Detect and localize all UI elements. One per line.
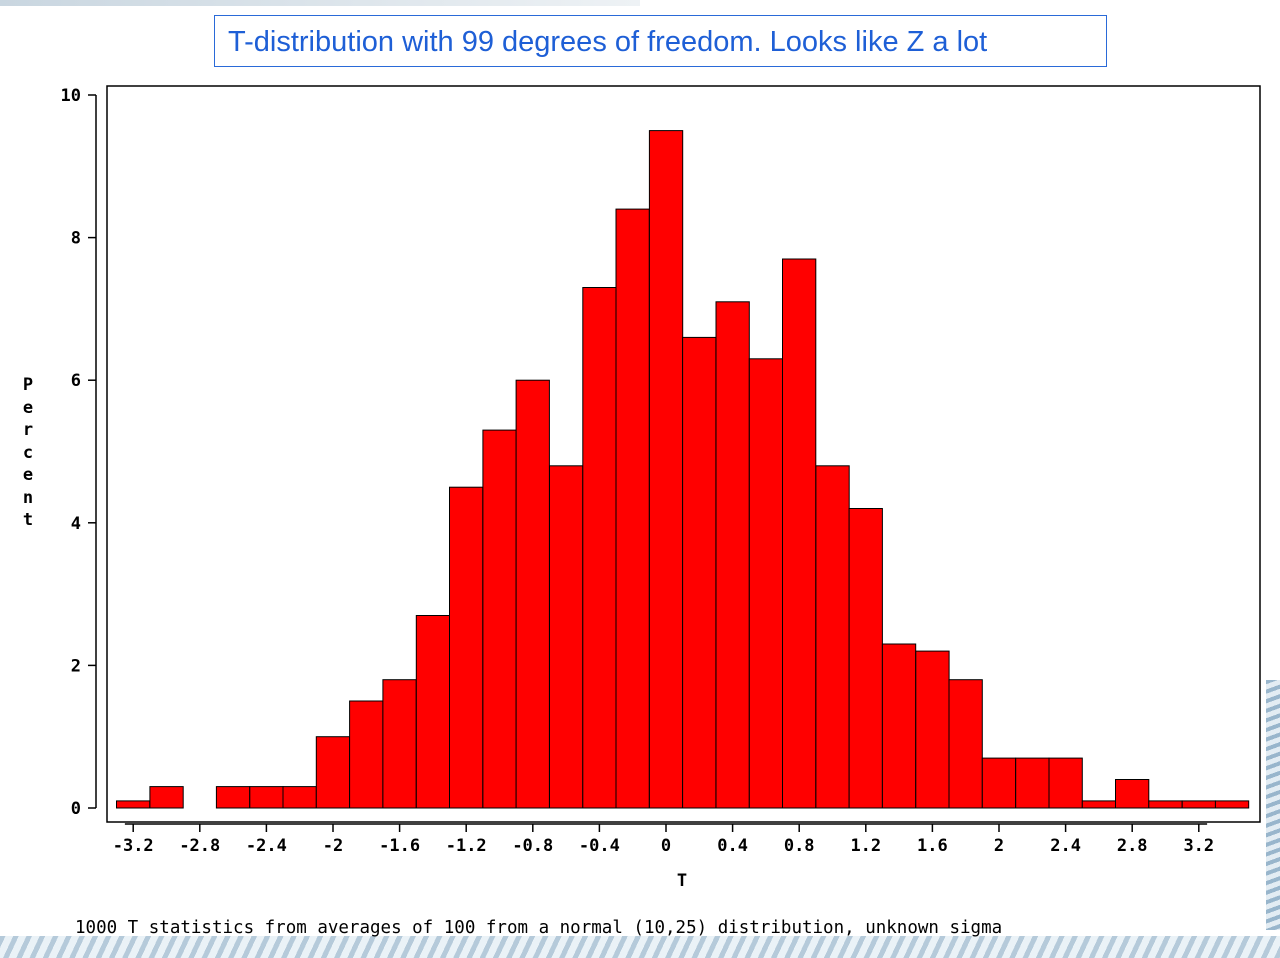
histogram-bar [349,700,384,809]
histogram-bar [648,130,684,809]
y-tick-label: 10 [61,86,81,106]
x-tick-label: 0 [661,836,671,856]
x-tick-label: 0.4 [717,836,748,856]
histogram-bar [549,465,584,809]
x-tick-label: 2 [994,836,1004,856]
histogram-bar [515,379,550,809]
x-axis: -3.2 -2.8 -2.4 -2 -1.6 -1.2 -0.8 -0.4 0 0.4 0.8 1.2… [113,823,1214,856]
histogram-bar [1048,757,1083,809]
x-tick-label: 1.2 [850,836,881,856]
x-axis-label: T [676,871,688,891]
slide-title: T-distribution with 99 degrees of freedo… [214,15,1107,67]
x-tick-label: -3.2 [113,836,154,856]
y-axis-label-letter: e [22,465,34,485]
y-tick-label: 6 [71,371,81,391]
histogram-bar [715,301,750,809]
y-axis-label-letter: r [22,420,34,440]
x-tick-label: 0.8 [784,836,815,856]
histogram-bar [815,465,850,809]
y-axis-label-letter: c [22,442,34,463]
histogram-bar [315,736,351,809]
x-tick-label: -2.4 [246,836,287,856]
histogram-bar [615,208,650,809]
histogram-bar [1015,757,1050,809]
histogram-bar [948,679,983,809]
histogram-bar [782,258,817,809]
x-tick-label: -1.2 [446,836,487,856]
histogram-bar [848,508,883,809]
histogram-bar [582,287,617,809]
histogram-bar [1181,800,1216,809]
x-tick-label: -0.4 [579,836,620,856]
histogram-bar [682,336,717,809]
x-tick-label: 3.2 [1183,836,1214,856]
histogram-bars [116,130,1250,809]
y-axis-label-letter: P [22,375,34,395]
x-tick-label: -2.8 [179,836,220,856]
histogram-bar [1081,800,1117,809]
top-decoration [0,0,640,6]
x-tick-label: 1.6 [917,836,948,856]
histogram-bar [382,679,417,809]
wave-decoration-bottom [0,936,1280,958]
y-axis-label-letter: t [22,510,34,530]
y-axis: 0 2 4 6 8 10 [61,86,97,819]
histogram-bar [249,786,284,809]
histogram-bar [1115,779,1150,809]
x-tick-label: 2.4 [1050,836,1081,856]
histogram-bar [149,786,184,809]
histogram-bar [915,650,950,809]
histogram-bar [282,786,317,809]
histogram-bar [981,757,1017,809]
y-axis-label-letter: e [22,397,34,418]
y-tick-label: 8 [71,229,81,249]
histogram-bar [482,429,517,809]
histogram-bar [415,615,451,809]
histogram-bar [881,643,917,809]
histogram-bar [1214,800,1250,809]
x-tick-label: -1.6 [379,836,420,856]
y-tick-label: 2 [71,656,81,676]
plot-frame [106,85,1261,823]
y-axis-label-letter: n [22,487,34,508]
x-tick-label: -0.8 [512,836,553,856]
chart-footnote: 1000 T statistics from averages of 100 f… [75,918,1003,938]
x-tick-label: -2 [323,836,343,856]
histogram-bar [449,486,484,809]
y-tick-label: 4 [71,514,81,534]
histogram-bar [215,786,251,809]
histogram-bar [1148,800,1183,809]
wave-decoration-right [1266,680,1280,930]
histogram-bar [116,800,151,809]
x-tick-label: 2.8 [1117,836,1148,856]
histogram-bar [748,358,784,809]
y-tick-label: 0 [71,799,81,819]
